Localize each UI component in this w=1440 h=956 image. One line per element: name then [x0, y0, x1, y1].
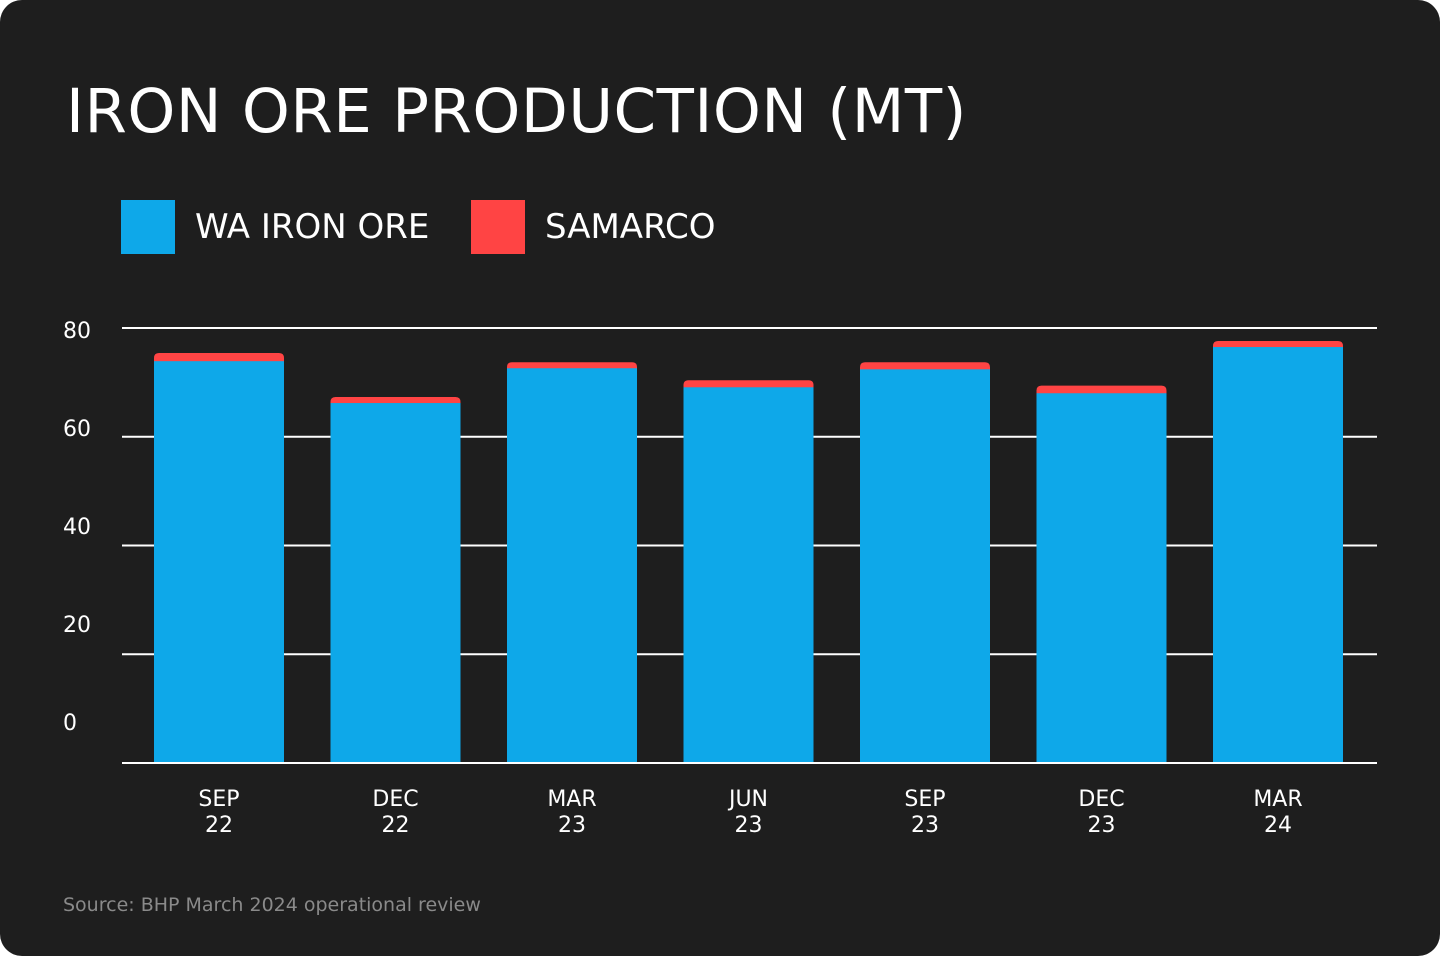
x-tick-label: SEP: [198, 787, 239, 812]
legend-item-wa-iron-ore: WA IRON ORE: [121, 200, 429, 254]
bar-samarco: [507, 362, 637, 370]
bar-wa-iron-ore: [330, 403, 461, 763]
legend-label: WA IRON ORE: [195, 207, 430, 247]
x-tick-label: 23: [735, 813, 763, 838]
x-tick-label: 22: [205, 813, 233, 838]
y-tick-label: 80: [63, 319, 91, 344]
x-tick-label: 23: [1088, 813, 1116, 838]
x-tick-label: 24: [1264, 813, 1292, 838]
bar-wa-iron-ore: [1213, 347, 1343, 763]
bar-wa-iron-ore: [154, 361, 284, 763]
source-note: Source: BHP March 2024 operational revie…: [63, 894, 481, 916]
legend-swatch-samarco: [471, 200, 525, 254]
legend-label: SAMARCO: [545, 207, 716, 247]
x-tick-label: MAR: [1253, 787, 1302, 812]
bar-samarco: [1036, 385, 1167, 395]
y-tick-label: 0: [63, 711, 77, 736]
x-tick-label: 23: [558, 813, 586, 838]
x-tick-label: MAR: [547, 787, 596, 812]
legend-swatch-wa-iron-ore: [121, 200, 175, 254]
y-tick-label: 60: [63, 417, 91, 442]
x-tick-label: DEC: [1078, 787, 1124, 812]
x-tick-label: 22: [382, 813, 410, 838]
x-tick-label: SEP: [904, 787, 945, 812]
bar-samarco: [860, 362, 990, 371]
legend-item-samarco: SAMARCO: [471, 200, 716, 254]
x-tick-label: JUN: [727, 787, 768, 812]
bar-wa-iron-ore: [683, 387, 814, 763]
bar-samarco: [154, 353, 284, 363]
x-tick-label: DEC: [372, 787, 418, 812]
x-tick-label: 23: [911, 813, 939, 838]
bar-wa-iron-ore: [860, 369, 990, 763]
bar-samarco: [683, 380, 814, 389]
y-tick-label: 20: [63, 613, 91, 638]
bar-wa-iron-ore: [1036, 393, 1167, 763]
chart-title: IRON ORE PRODUCTION (MT): [66, 76, 967, 147]
bar-samarco: [330, 397, 461, 405]
bar-samarco: [1213, 341, 1343, 349]
y-tick-label: 40: [63, 515, 91, 540]
bar-wa-iron-ore: [507, 368, 637, 763]
